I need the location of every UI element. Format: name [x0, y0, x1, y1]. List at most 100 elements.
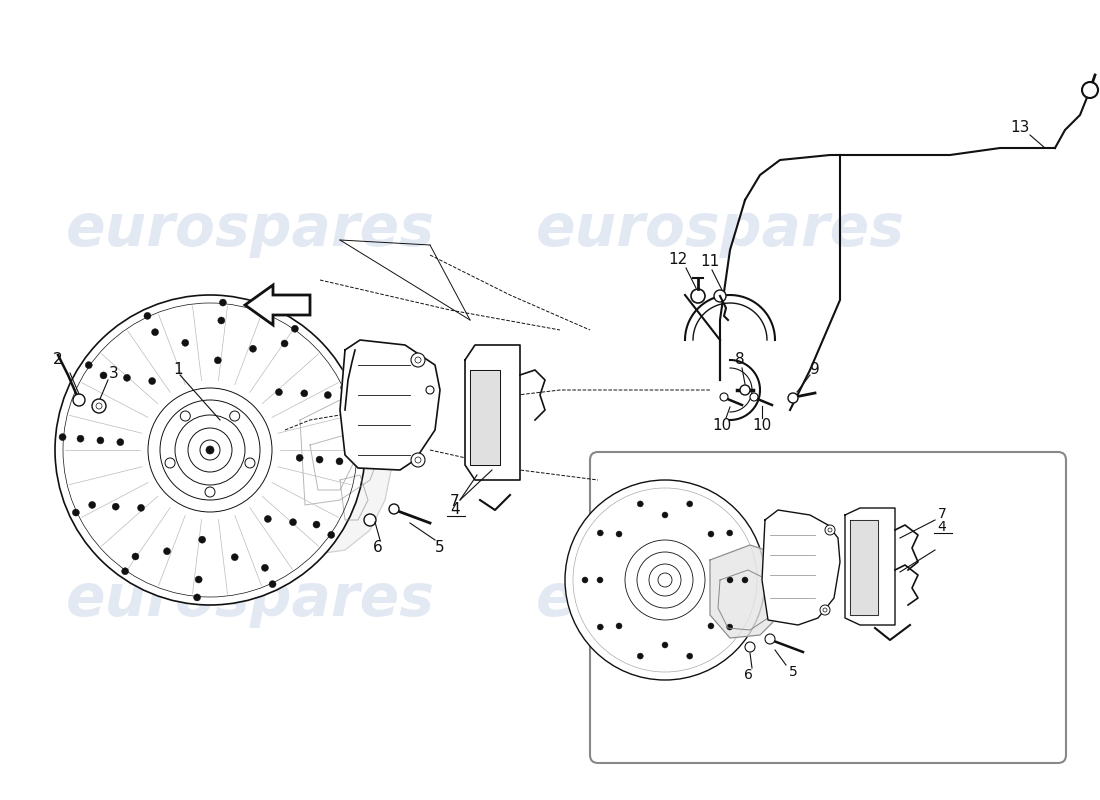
Text: 5: 5 [436, 539, 444, 554]
Text: 6: 6 [373, 539, 383, 554]
Circle shape [389, 504, 399, 514]
Circle shape [300, 390, 308, 397]
Circle shape [200, 440, 220, 460]
Circle shape [714, 290, 726, 302]
Circle shape [100, 372, 107, 379]
Circle shape [597, 577, 603, 583]
Text: 10: 10 [752, 418, 771, 434]
Circle shape [658, 573, 672, 587]
FancyArrow shape [245, 285, 310, 325]
Circle shape [86, 362, 92, 369]
Circle shape [1082, 82, 1098, 98]
Circle shape [160, 400, 260, 500]
Circle shape [264, 515, 272, 522]
Circle shape [691, 289, 705, 303]
Polygon shape [850, 520, 878, 615]
Polygon shape [255, 385, 395, 555]
Circle shape [662, 642, 668, 648]
Circle shape [164, 548, 170, 554]
Circle shape [218, 317, 224, 324]
Text: eurospares: eurospares [536, 202, 904, 258]
Circle shape [740, 385, 750, 395]
Circle shape [262, 564, 268, 571]
Circle shape [132, 553, 139, 560]
Circle shape [77, 435, 84, 442]
Circle shape [117, 438, 124, 446]
Text: 12: 12 [669, 253, 688, 267]
Circle shape [165, 458, 175, 468]
Circle shape [175, 415, 245, 485]
Text: 6: 6 [744, 668, 752, 682]
Circle shape [828, 528, 832, 532]
Polygon shape [340, 340, 440, 470]
Circle shape [55, 295, 365, 605]
Circle shape [649, 564, 681, 596]
Circle shape [411, 353, 425, 367]
Circle shape [662, 512, 668, 518]
Circle shape [205, 487, 214, 497]
Circle shape [123, 374, 131, 382]
Polygon shape [762, 510, 840, 625]
Circle shape [314, 521, 320, 528]
Circle shape [727, 530, 733, 536]
Text: eurospares: eurospares [536, 571, 904, 629]
Circle shape [289, 518, 297, 526]
Circle shape [708, 623, 714, 629]
Circle shape [180, 411, 190, 421]
Circle shape [727, 577, 733, 583]
Circle shape [148, 388, 272, 512]
Circle shape [426, 386, 434, 394]
Circle shape [92, 399, 106, 413]
Circle shape [296, 454, 304, 462]
Circle shape [750, 393, 758, 401]
Polygon shape [710, 545, 790, 638]
Circle shape [97, 437, 103, 444]
Circle shape [292, 326, 298, 332]
Circle shape [188, 428, 232, 472]
Text: 7: 7 [937, 507, 946, 521]
Circle shape [565, 480, 764, 680]
Text: 2: 2 [53, 353, 63, 367]
Circle shape [411, 453, 425, 467]
Text: 3: 3 [109, 366, 119, 381]
Circle shape [138, 504, 144, 511]
Circle shape [820, 605, 830, 615]
Circle shape [616, 623, 622, 629]
Circle shape [96, 403, 102, 409]
Circle shape [122, 568, 129, 574]
Circle shape [341, 384, 348, 391]
Circle shape [73, 509, 79, 516]
Circle shape [182, 339, 189, 346]
Circle shape [597, 624, 603, 630]
Circle shape [324, 391, 331, 398]
Circle shape [112, 503, 119, 510]
Circle shape [764, 634, 776, 644]
Circle shape [637, 552, 693, 608]
Text: 10: 10 [713, 418, 732, 434]
Circle shape [214, 357, 221, 364]
Text: 4: 4 [450, 502, 460, 518]
Text: eurospares: eurospares [66, 571, 434, 629]
Circle shape [89, 502, 96, 509]
Circle shape [625, 540, 705, 620]
Circle shape [582, 577, 588, 583]
FancyBboxPatch shape [590, 452, 1066, 763]
Circle shape [637, 653, 644, 659]
Text: eurospares: eurospares [66, 202, 434, 258]
Circle shape [59, 434, 66, 441]
Circle shape [219, 299, 227, 306]
Circle shape [637, 501, 644, 507]
Text: 1: 1 [173, 362, 183, 378]
Text: 4: 4 [937, 520, 946, 534]
Text: 5: 5 [789, 665, 797, 679]
Circle shape [686, 653, 693, 659]
Circle shape [316, 456, 323, 463]
Circle shape [823, 608, 827, 612]
Polygon shape [470, 370, 500, 465]
Circle shape [720, 393, 728, 401]
Circle shape [250, 346, 256, 352]
Circle shape [144, 312, 151, 319]
Circle shape [336, 458, 343, 465]
Circle shape [788, 393, 798, 403]
Circle shape [73, 394, 85, 406]
